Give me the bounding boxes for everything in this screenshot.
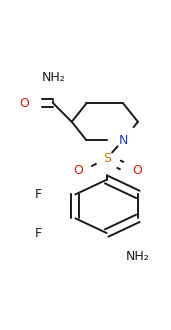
Text: O: O	[19, 97, 29, 110]
Text: N: N	[119, 134, 128, 147]
Text: S: S	[103, 152, 111, 165]
Text: F: F	[35, 226, 42, 240]
Text: O: O	[132, 164, 142, 177]
Text: F: F	[35, 188, 42, 201]
Text: O: O	[73, 164, 83, 177]
Text: NH₂: NH₂	[126, 249, 150, 263]
Text: NH₂: NH₂	[41, 71, 65, 84]
